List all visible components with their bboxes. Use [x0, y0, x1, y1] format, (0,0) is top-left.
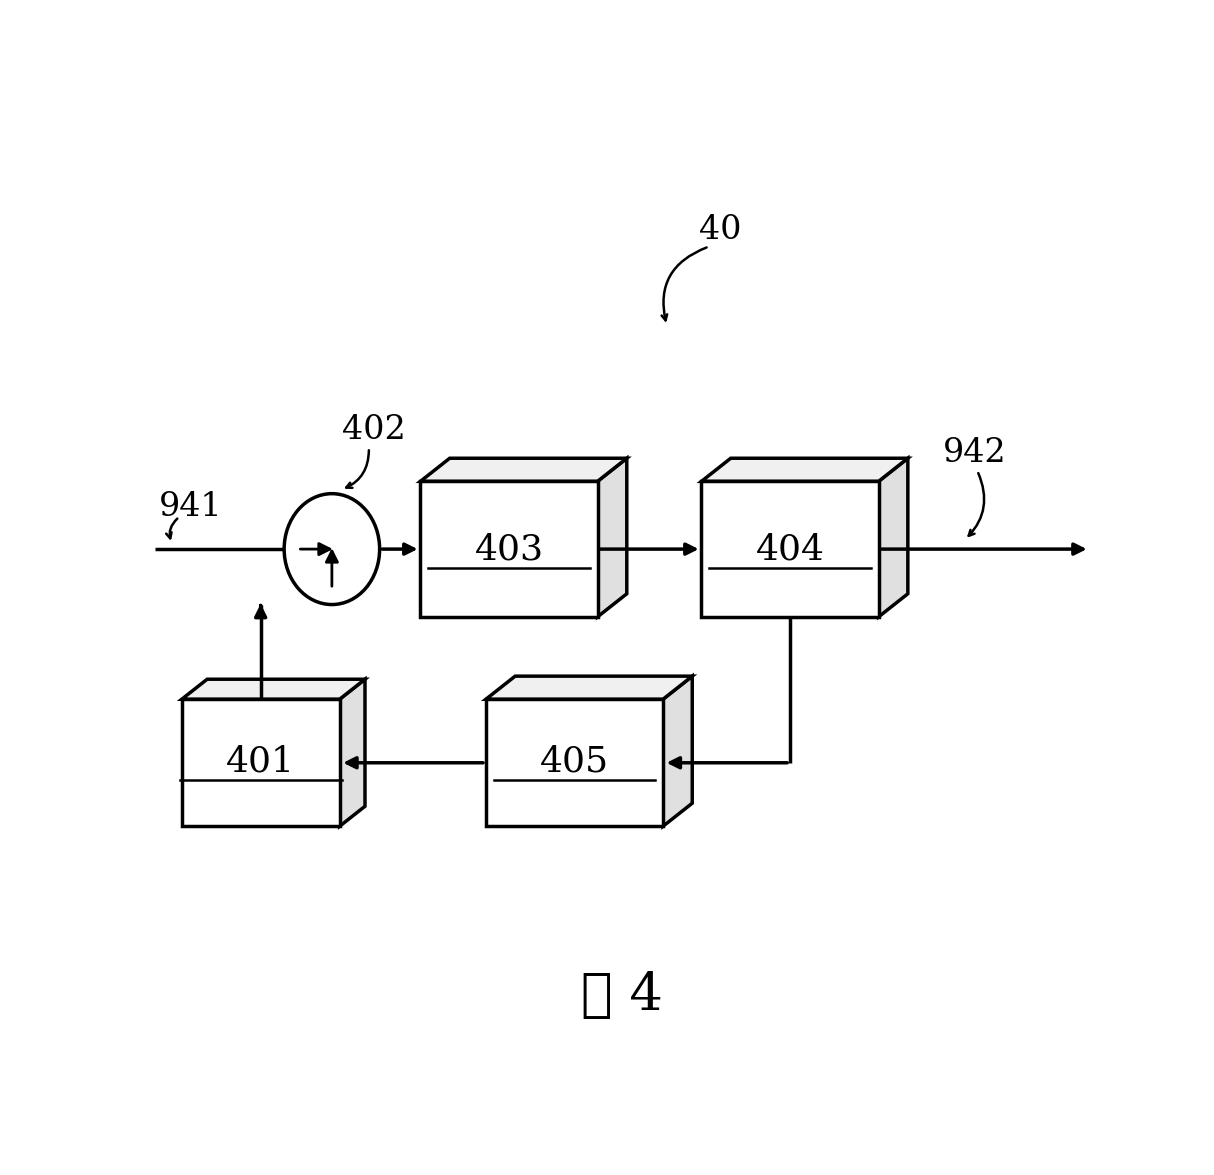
Polygon shape	[702, 458, 908, 482]
Text: 40: 40	[699, 214, 742, 246]
Text: 941: 941	[159, 491, 222, 523]
Text: 404: 404	[755, 532, 824, 566]
Polygon shape	[182, 679, 365, 699]
Text: 图 4: 图 4	[582, 971, 663, 1021]
Text: 405: 405	[540, 744, 609, 778]
Text: 402: 402	[342, 414, 407, 445]
Polygon shape	[420, 458, 626, 482]
Polygon shape	[182, 699, 340, 826]
Polygon shape	[486, 676, 692, 699]
Polygon shape	[420, 482, 597, 617]
Polygon shape	[879, 458, 908, 617]
Polygon shape	[597, 458, 626, 617]
Polygon shape	[702, 482, 879, 617]
Ellipse shape	[284, 494, 380, 605]
Polygon shape	[486, 699, 663, 826]
Text: 403: 403	[475, 532, 544, 566]
Text: 942: 942	[943, 437, 1006, 469]
Polygon shape	[340, 679, 365, 826]
Text: 401: 401	[226, 744, 295, 778]
Polygon shape	[663, 676, 692, 826]
